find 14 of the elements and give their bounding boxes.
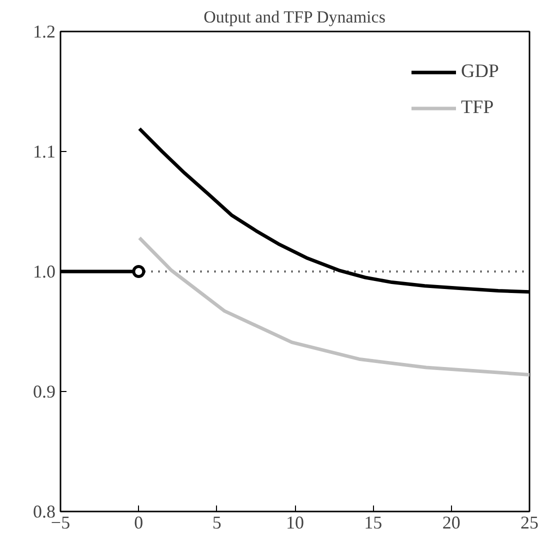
legend-label: GDP bbox=[460, 61, 499, 83]
x-tick-label: 15 bbox=[364, 512, 382, 532]
x-tick-label: 25 bbox=[520, 512, 538, 532]
chart-title: Output and TFP Dynamics bbox=[204, 8, 386, 26]
y-tick-label: 1.0 bbox=[33, 262, 56, 282]
legend-label: TFP bbox=[460, 97, 494, 119]
x-tick-label: 5 bbox=[212, 512, 222, 532]
y-tick-label: 0.9 bbox=[33, 382, 56, 402]
x-tick-label: 20 bbox=[442, 512, 460, 532]
x-tick-label: 0 bbox=[134, 512, 144, 532]
y-tick-label: 1.2 bbox=[33, 22, 56, 42]
x-tick-label: 10 bbox=[286, 512, 304, 532]
line-series bbox=[138, 236, 530, 376]
y-tick-label: 1.1 bbox=[33, 142, 56, 162]
